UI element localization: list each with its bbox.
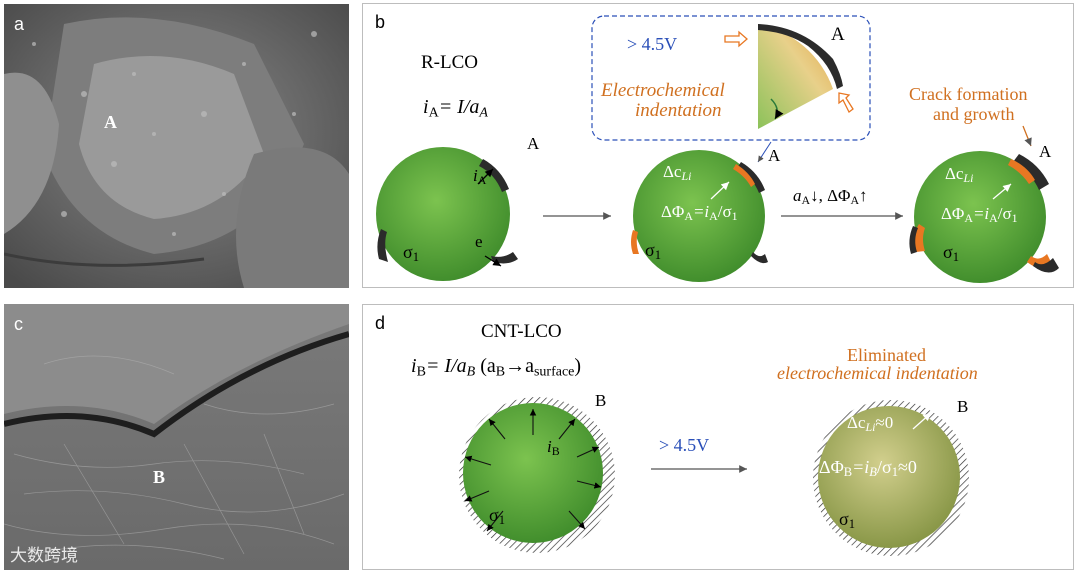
region-label-a: A [104, 112, 117, 132]
sem-texture-c [4, 304, 349, 570]
current-arrow-label-b: iB [547, 437, 560, 458]
crack-label-2: and growth [933, 104, 1015, 124]
elim-label-2: electrochemical indentation [777, 363, 978, 383]
sigma-1-d: σ1 [489, 505, 505, 528]
indentation-label-2: indentation [635, 100, 722, 121]
site-a-inset: A [831, 24, 845, 45]
dphi-d: ΔΦB=iB/σ1≈0 [819, 457, 917, 480]
site-b-1: B [595, 391, 607, 410]
electron-label: e [475, 232, 483, 251]
panel-b-title: R-LCO [421, 52, 478, 73]
sem-image-a: a A [4, 4, 349, 288]
dc-li-2: ΔcLi [663, 162, 692, 183]
schematic-panel-d: d CNT-LCO iB= I/aB (aB→asurface) B iB σ1… [362, 304, 1074, 570]
dphi-3: ΔΦA=iA/σ1 [941, 204, 1018, 225]
current-arrow-label: iA [473, 166, 487, 187]
dc-li-3: ΔcLi [945, 164, 974, 185]
site-a-1: A [527, 134, 540, 153]
crack-label-1: Crack formation [909, 84, 1028, 104]
region-label-b: B [153, 467, 166, 487]
sem-texture-a [4, 4, 349, 288]
panel-label-c: c [14, 314, 23, 334]
current-density-a: iA= I/aA [423, 96, 488, 121]
sigma-1-c: σ1 [943, 242, 959, 265]
site-b-2: B [957, 397, 969, 416]
panel-label-a: a [14, 14, 25, 34]
voltage-label-d: > 4.5V [659, 435, 710, 455]
step-label: aA↓, ΔΦA↑ [793, 186, 868, 207]
elim-label-1: Eliminated [847, 345, 926, 365]
sigma-1-b: σ1 [645, 240, 661, 263]
schematic-panel-b: b R-LCO iA= I/aA > 4.5V Electrochemical … [362, 3, 1074, 288]
particle-3 [909, 151, 1059, 283]
panel-d-graphics [459, 397, 969, 556]
dphi-2: ΔΦA=iA/σ1 [661, 202, 738, 223]
voltage-label-b: > 4.5V [627, 34, 678, 54]
site-a-3: A [1039, 142, 1052, 161]
panel-d-title: CNT-LCO [481, 321, 562, 342]
watermark: 大数跨境 [10, 546, 78, 566]
current-density-b: iB= I/aB (aB→asurface) [411, 355, 582, 380]
sigma-1-a: σ1 [403, 242, 419, 265]
panel-label-d: d [375, 313, 386, 333]
site-a-2: A [768, 146, 781, 165]
sem-image-c: c B 大数跨境 [4, 304, 349, 570]
dc-li-d: ΔcLi≈0 [847, 413, 894, 434]
particle-1 [376, 147, 518, 281]
indentation-label-1: Electrochemical [601, 80, 725, 101]
sigma-1-e: σ1 [839, 509, 855, 532]
particle-2 [631, 150, 768, 282]
panel-label-b: b [375, 12, 386, 32]
panel-b-graphics [376, 15, 1059, 283]
